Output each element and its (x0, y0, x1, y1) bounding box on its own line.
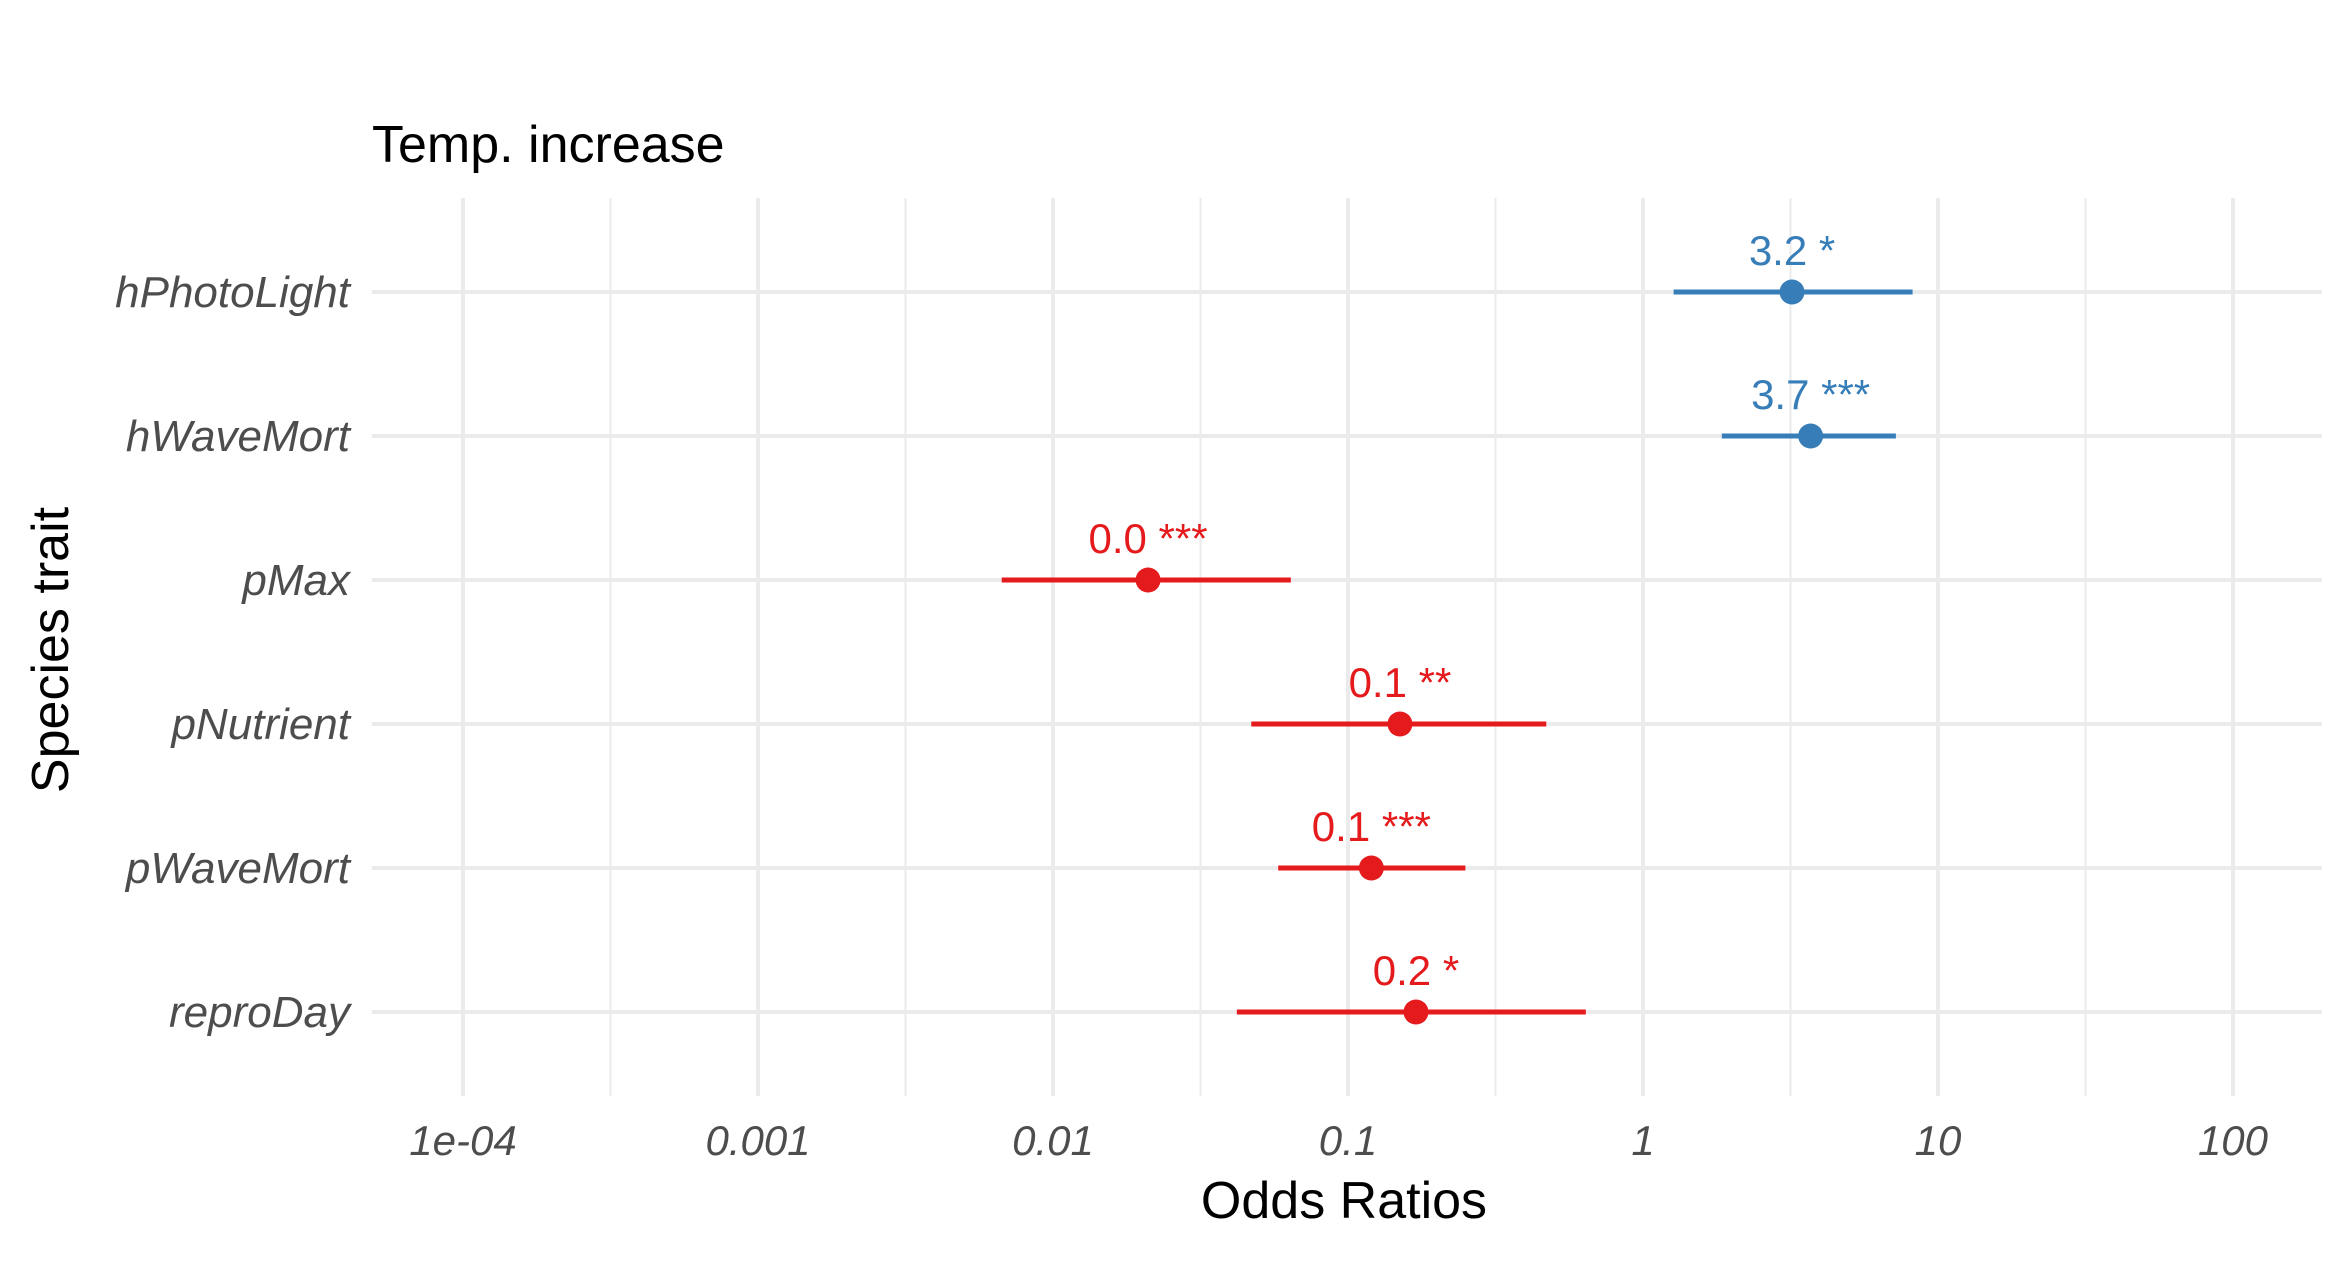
estimate-point-reproDay (1403, 999, 1429, 1025)
estimate-point-pMax (1135, 567, 1161, 593)
y-tick-label: hWaveMort (126, 412, 352, 461)
x-axis-ticks: 1e-04 0.001 0.01 0.1 1 10 100 (409, 1117, 2268, 1164)
estimate-point-hPhotoLight (1779, 279, 1805, 305)
y-tick-label: pNutrient (169, 700, 351, 749)
value-label-pMax: 0.0 *** (1089, 515, 1208, 562)
chart-title: Temp. increase (372, 116, 725, 174)
y-tick-label: reproDay (169, 988, 353, 1037)
x-tick-label: 1 (1631, 1117, 1654, 1164)
x-tick-label: 1e-04 (409, 1117, 516, 1164)
estimate-point-pWaveMort (1358, 855, 1384, 881)
x-axis-title: Odds Ratios (1201, 1172, 1487, 1230)
x-tick-label: 0.1 (1319, 1117, 1377, 1164)
estimate-point-hWaveMort (1798, 423, 1824, 449)
value-label-pWaveMort: 0.1 *** (1312, 803, 1431, 850)
y-tick-label: pWaveMort (124, 844, 352, 893)
y-axis-title: Species trait (22, 506, 80, 793)
estimate-point-pNutrient (1387, 711, 1413, 737)
x-tick-label: 100 (2198, 1117, 2269, 1164)
value-label-hPhotoLight: 3.2 * (1749, 227, 1835, 274)
value-label-pNutrient: 0.1 ** (1349, 659, 1452, 706)
value-label-hWaveMort: 3.7 *** (1751, 371, 1870, 418)
x-tick-label: 10 (1915, 1117, 1962, 1164)
y-tick-label: pMax (240, 556, 352, 605)
y-axis-ticks: hPhotoLight hWaveMort pMax pNutrient pWaveMo… (115, 268, 353, 1037)
grid-lines (372, 198, 2322, 1096)
y-tick-label: hPhotoLight (115, 268, 352, 317)
x-tick-label: 0.01 (1012, 1117, 1094, 1164)
data-marks: 3.2 * 3.7 *** 0.0 *** 0.1 ** 0.1 *** 0.2 * (1001, 227, 1913, 1025)
value-label-reproDay: 0.2 * (1373, 947, 1459, 994)
x-tick-label: 0.001 (705, 1117, 810, 1164)
